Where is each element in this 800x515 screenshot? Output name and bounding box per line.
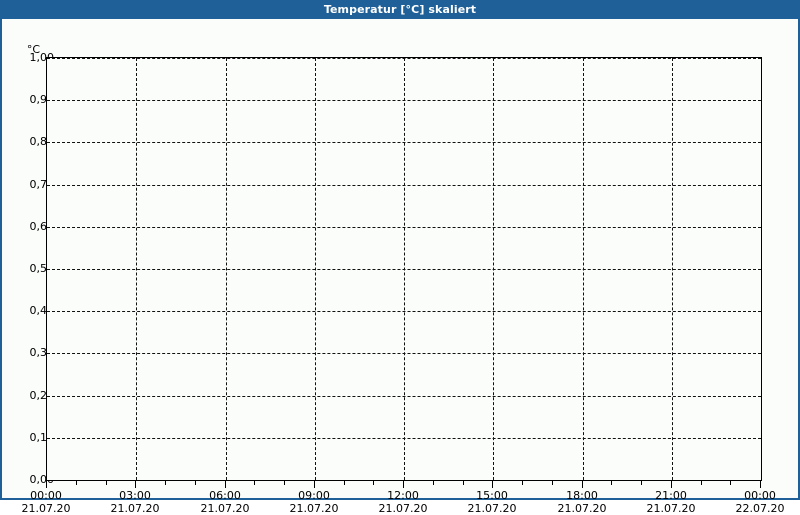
x-axis-minor-tick bbox=[254, 481, 255, 485]
x-axis-tick-time: 00:00 bbox=[30, 489, 62, 502]
x-axis-minor-tick bbox=[195, 481, 196, 485]
x-axis-tick-time: 15:00 bbox=[476, 489, 508, 502]
gridline-vertical bbox=[583, 58, 584, 480]
gridline-vertical bbox=[493, 58, 494, 480]
x-axis-tick-label: 18:00 21.07.20 bbox=[537, 489, 627, 515]
x-axis-major-tick bbox=[46, 481, 47, 488]
x-axis-major-tick bbox=[760, 481, 761, 488]
x-axis-major-tick bbox=[671, 481, 672, 488]
x-axis-tick-date: 22.07.20 bbox=[735, 502, 785, 515]
x-axis-minor-tick bbox=[344, 481, 345, 485]
series-layer bbox=[47, 58, 761, 480]
x-axis-major-tick bbox=[314, 481, 315, 488]
x-axis-tick-date: 21.07.20 bbox=[557, 502, 607, 515]
x-axis-tick-time: 06:00 bbox=[209, 489, 241, 502]
gridline-vertical bbox=[136, 58, 137, 480]
x-axis-minor-tick bbox=[701, 481, 702, 485]
x-axis-minor-tick bbox=[611, 481, 612, 485]
x-axis-tick-date: 21.07.20 bbox=[378, 502, 428, 515]
x-axis-tick-label: 06:00 21.07.20 bbox=[180, 489, 270, 515]
x-axis-tick-date: 21.07.20 bbox=[467, 502, 517, 515]
x-axis-minor-tick bbox=[373, 481, 374, 485]
x-axis-tick-time: 12:00 bbox=[387, 489, 419, 502]
x-axis-tick-label: 21:00 21.07.20 bbox=[626, 489, 716, 515]
x-axis-tick-date: 21.07.20 bbox=[646, 502, 696, 515]
x-axis-tick-date: 21.07.20 bbox=[200, 502, 250, 515]
x-axis-tick-label: 09:00 21.07.20 bbox=[269, 489, 359, 515]
x-axis-tick-time: 09:00 bbox=[298, 489, 330, 502]
x-axis-tick-label: 15:00 21.07.20 bbox=[447, 489, 537, 515]
x-axis-tick-label: 00:00 21.07.20 bbox=[1, 489, 91, 515]
x-axis-tick-label: 12:00 21.07.20 bbox=[358, 489, 448, 515]
gridline-vertical bbox=[315, 58, 316, 480]
gridline-vertical bbox=[226, 58, 227, 480]
x-axis-minor-tick bbox=[730, 481, 731, 485]
x-axis-tick-date: 21.07.20 bbox=[289, 502, 339, 515]
x-axis-minor-tick bbox=[76, 481, 77, 485]
gridline-vertical bbox=[404, 58, 405, 480]
x-axis-minor-tick bbox=[106, 481, 107, 485]
x-axis-major-tick bbox=[135, 481, 136, 488]
x-axis-major-tick bbox=[582, 481, 583, 488]
gridline-vertical bbox=[672, 58, 673, 480]
x-axis-tick-label: 03:00 21.07.20 bbox=[90, 489, 180, 515]
x-axis-major-tick bbox=[225, 481, 226, 488]
x-axis-tick-date: 21.07.20 bbox=[110, 502, 160, 515]
x-axis-minor-tick bbox=[463, 481, 464, 485]
window-title-bar: Temperatur [°C] skaliert bbox=[0, 0, 800, 19]
y-axis-unit-label: °C bbox=[26, 43, 40, 56]
x-axis-minor-tick bbox=[284, 481, 285, 485]
x-axis-minor-tick bbox=[641, 481, 642, 485]
x-axis-minor-tick bbox=[522, 481, 523, 485]
x-axis-major-tick bbox=[492, 481, 493, 488]
x-axis-tick-time: 21:00 bbox=[655, 489, 687, 502]
x-axis-minor-tick bbox=[165, 481, 166, 485]
plot-area[interactable] bbox=[46, 57, 762, 481]
x-axis-major-tick bbox=[403, 481, 404, 488]
x-axis-minor-tick bbox=[552, 481, 553, 485]
x-axis-minor-tick bbox=[433, 481, 434, 485]
gridline-horizontal bbox=[47, 480, 761, 481]
x-axis-tick-time: 00:00 bbox=[744, 489, 776, 502]
chart-panel: °C 0,00 0,10 0,20 0,30 0,40 0,50 0,60 0,70 0,80 0… bbox=[0, 19, 800, 515]
x-axis-tick-time: 18:00 bbox=[566, 489, 598, 502]
x-axis-tick-time: 03:00 bbox=[119, 489, 151, 502]
x-axis-tick-label: 00:00 22.07.20 bbox=[715, 489, 800, 515]
x-axis-tick-date: 21.07.20 bbox=[21, 502, 71, 515]
